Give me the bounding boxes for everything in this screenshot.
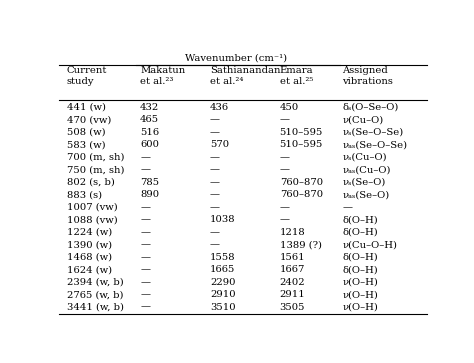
Text: ν(Cu–O): ν(Cu–O) bbox=[342, 115, 383, 125]
Text: —: — bbox=[210, 240, 220, 249]
Text: 465: 465 bbox=[140, 115, 159, 125]
Text: ν(O–H): ν(O–H) bbox=[342, 278, 378, 287]
Text: 760–870: 760–870 bbox=[280, 190, 323, 199]
Text: νₛ(Se–O–Se): νₛ(Se–O–Se) bbox=[342, 128, 403, 137]
Text: ν(O–H): ν(O–H) bbox=[342, 303, 378, 312]
Text: —: — bbox=[210, 115, 220, 125]
Text: —: — bbox=[280, 153, 290, 162]
Text: δ(O–H): δ(O–H) bbox=[342, 228, 378, 237]
Text: δₛ(O–Se–O): δₛ(O–Se–O) bbox=[342, 103, 399, 112]
Text: 600: 600 bbox=[140, 140, 159, 150]
Text: 883 (s): 883 (s) bbox=[66, 190, 102, 199]
Text: ν(Cu–O–H): ν(Cu–O–H) bbox=[342, 240, 397, 249]
Text: 890: 890 bbox=[140, 190, 159, 199]
Text: —: — bbox=[140, 240, 150, 249]
Text: 583 (w): 583 (w) bbox=[66, 140, 105, 150]
Text: 3505: 3505 bbox=[280, 303, 305, 312]
Text: —: — bbox=[140, 203, 150, 212]
Text: —: — bbox=[280, 203, 290, 212]
Text: —: — bbox=[140, 228, 150, 237]
Text: 1468 (w): 1468 (w) bbox=[66, 253, 112, 262]
Text: 1390 (w): 1390 (w) bbox=[66, 240, 112, 249]
Text: 2911: 2911 bbox=[280, 290, 305, 299]
Text: 2290: 2290 bbox=[210, 278, 236, 287]
Text: νₐₛ(Cu–O): νₐₛ(Cu–O) bbox=[342, 166, 391, 174]
Text: νₛ(Cu–O): νₛ(Cu–O) bbox=[342, 153, 387, 162]
Text: νₐₛ(Se–O): νₐₛ(Se–O) bbox=[342, 190, 389, 199]
Text: —: — bbox=[140, 166, 150, 174]
Text: 1038: 1038 bbox=[210, 215, 236, 224]
Text: 1558: 1558 bbox=[210, 253, 236, 262]
Text: 441 (w): 441 (w) bbox=[66, 103, 106, 112]
Text: 450: 450 bbox=[280, 103, 299, 112]
Text: —: — bbox=[210, 178, 220, 187]
Text: 785: 785 bbox=[140, 178, 159, 187]
Text: 1667: 1667 bbox=[280, 265, 305, 274]
Text: 510–595: 510–595 bbox=[280, 140, 323, 150]
Text: 750 (m, sh): 750 (m, sh) bbox=[66, 166, 124, 174]
Text: 516: 516 bbox=[140, 128, 159, 137]
Text: νₛ(Se–O): νₛ(Se–O) bbox=[342, 178, 385, 187]
Text: 2910: 2910 bbox=[210, 290, 236, 299]
Text: —: — bbox=[140, 153, 150, 162]
Text: —: — bbox=[210, 128, 220, 137]
Text: δ(O–H): δ(O–H) bbox=[342, 215, 378, 224]
Text: —: — bbox=[210, 190, 220, 199]
Text: —: — bbox=[140, 253, 150, 262]
Text: Wavenumber (cm⁻¹): Wavenumber (cm⁻¹) bbox=[185, 54, 288, 63]
Text: —: — bbox=[210, 228, 220, 237]
Text: 508 (w): 508 (w) bbox=[66, 128, 105, 137]
Text: 432: 432 bbox=[140, 103, 159, 112]
Text: 510–595: 510–595 bbox=[280, 128, 323, 137]
Text: Makatun
et al.²³: Makatun et al.²³ bbox=[140, 66, 185, 86]
Text: —: — bbox=[210, 166, 220, 174]
Text: 3441 (w, b): 3441 (w, b) bbox=[66, 303, 124, 312]
Text: 2402: 2402 bbox=[280, 278, 305, 287]
Text: —: — bbox=[342, 203, 352, 212]
Text: 1224 (w): 1224 (w) bbox=[66, 228, 112, 237]
Text: —: — bbox=[280, 215, 290, 224]
Text: Assigned
vibrations: Assigned vibrations bbox=[342, 66, 393, 86]
Text: 1218: 1218 bbox=[280, 228, 305, 237]
Text: 570: 570 bbox=[210, 140, 229, 150]
Text: —: — bbox=[140, 290, 150, 299]
Text: 436: 436 bbox=[210, 103, 229, 112]
Text: 760–870: 760–870 bbox=[280, 178, 323, 187]
Text: —: — bbox=[140, 265, 150, 274]
Text: ν(O–H): ν(O–H) bbox=[342, 290, 378, 299]
Text: νₐₛ(Se–O–Se): νₐₛ(Se–O–Se) bbox=[342, 140, 407, 150]
Text: 802 (s, b): 802 (s, b) bbox=[66, 178, 115, 187]
Text: —: — bbox=[140, 278, 150, 287]
Text: —: — bbox=[140, 303, 150, 312]
Text: 700 (m, sh): 700 (m, sh) bbox=[66, 153, 124, 162]
Text: Sathianandan
et al.²⁴: Sathianandan et al.²⁴ bbox=[210, 66, 280, 86]
Text: —: — bbox=[210, 153, 220, 162]
Text: 3510: 3510 bbox=[210, 303, 236, 312]
Text: δ(O–H): δ(O–H) bbox=[342, 265, 378, 274]
Text: 1561: 1561 bbox=[280, 253, 305, 262]
Text: 1007 (vw): 1007 (vw) bbox=[66, 203, 118, 212]
Text: 1665: 1665 bbox=[210, 265, 235, 274]
Text: —: — bbox=[210, 203, 220, 212]
Text: 470 (vw): 470 (vw) bbox=[66, 115, 111, 125]
Text: 2765 (w, b): 2765 (w, b) bbox=[66, 290, 123, 299]
Text: —: — bbox=[140, 215, 150, 224]
Text: 2394 (w, b): 2394 (w, b) bbox=[66, 278, 123, 287]
Text: 1389 (?): 1389 (?) bbox=[280, 240, 322, 249]
Text: —: — bbox=[280, 115, 290, 125]
Text: —: — bbox=[280, 166, 290, 174]
Text: 1624 (w): 1624 (w) bbox=[66, 265, 112, 274]
Text: Emara
et al.²⁵: Emara et al.²⁵ bbox=[280, 66, 313, 86]
Text: Current
study: Current study bbox=[66, 66, 107, 86]
Text: 1088 (vw): 1088 (vw) bbox=[66, 215, 118, 224]
Text: δ(O–H): δ(O–H) bbox=[342, 253, 378, 262]
